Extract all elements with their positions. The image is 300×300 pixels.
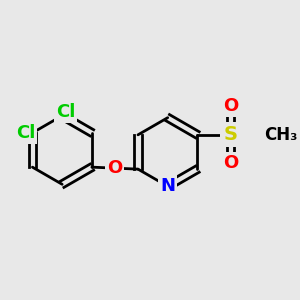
Text: O: O [223,98,238,116]
Text: CH₃: CH₃ [264,126,297,144]
Text: N: N [160,177,175,195]
Text: S: S [224,125,237,144]
Text: Cl: Cl [56,103,75,122]
Text: O: O [223,154,238,172]
Text: O: O [107,159,123,177]
Text: Cl: Cl [16,124,35,142]
